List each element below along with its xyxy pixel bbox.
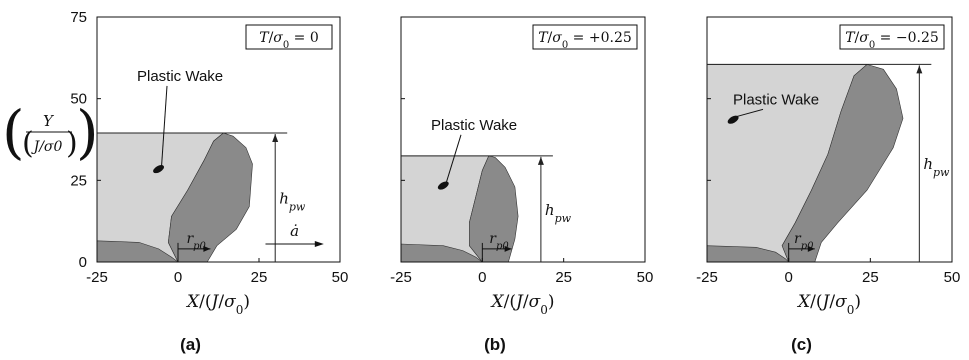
plastic-wake-marker — [153, 165, 164, 174]
active-plastic-zone — [468, 155, 519, 262]
crack-advance-label: ȧ — [290, 222, 299, 240]
x-tick-label: 50 — [637, 269, 654, 286]
panel-label: (c) — [791, 335, 812, 354]
legend-box — [245, 24, 333, 50]
rp0-arrowhead — [504, 245, 512, 252]
y-tick-label: 25 — [70, 172, 87, 189]
panel-regions — [97, 132, 253, 262]
x-axis-label: X/(J/σ0) — [490, 292, 555, 317]
plot-frame — [96, 16, 341, 263]
hpw-label: hpw — [279, 189, 306, 213]
y-tick-label: 0 — [79, 254, 87, 271]
legend-text: T/σ0 = 0 — [259, 30, 319, 51]
y-tick-label: 75 — [70, 9, 87, 26]
panel-label: (a) — [180, 335, 201, 354]
y-axis-denominator: J/σ0 — [31, 139, 63, 155]
hpw-arrowhead — [272, 133, 279, 142]
x-tick-label: 50 — [944, 269, 961, 286]
y-axis-denominator-close: ) — [66, 126, 78, 161]
active-plastic-zone — [781, 64, 904, 262]
x-tick-label: 0 — [478, 269, 486, 286]
plastic-wake-label: Plastic Wake — [137, 68, 223, 85]
plastic-wake-leader — [445, 134, 462, 183]
x-tick-label: 0 — [174, 269, 182, 286]
legend-text: T/σ0 = −0.25 — [845, 30, 939, 51]
rp0-label: rp0 — [186, 231, 206, 252]
hpw-label: hpw — [923, 155, 950, 179]
y-axis-denominator-open: ( — [22, 126, 34, 161]
rp0-label: rp0 — [489, 231, 509, 252]
plastic-wake-leader — [161, 85, 168, 167]
legend-box — [532, 24, 638, 50]
rp0-arrowhead — [807, 245, 815, 252]
y-axis-left-paren: ( — [2, 98, 25, 166]
x-tick-label: 25 — [251, 269, 268, 286]
x-tick-label: 25 — [862, 269, 879, 286]
panel-label: (b) — [484, 335, 506, 354]
plastic-wake-marker — [727, 115, 739, 124]
panel-c: -25 0 25 50 hpw rp0 T/σ0 = −0.25 Plastic Wake X/… — [696, 16, 961, 354]
y-axis-right-paren: ) — [76, 98, 99, 166]
crack-advance-arrowhead — [314, 241, 324, 248]
legend-text: T/σ0 = +0.25 — [538, 30, 632, 51]
rp0-label: rp0 — [794, 231, 814, 252]
plastic-wake-leader — [736, 108, 764, 118]
plastic-wake-label: Plastic Wake — [431, 117, 517, 134]
notch-plastic-zone — [401, 243, 483, 262]
x-tick-label: 0 — [784, 269, 792, 286]
hpw-arrowhead — [916, 65, 923, 74]
x-tick-label: 50 — [332, 269, 349, 286]
x-tick-label: -25 — [86, 269, 108, 286]
y-tick-label: 50 — [70, 91, 87, 108]
y-axis-label: ( Y ( J/σ0 ) ) — [2, 98, 99, 166]
panel-regions — [401, 155, 519, 262]
x-axis-label: X/(J/σ0) — [796, 292, 861, 317]
x-tick-label: 25 — [555, 269, 572, 286]
notch-plastic-zone — [707, 245, 790, 262]
x-axis-label: X/(J/σ0) — [185, 292, 250, 317]
legend-box — [839, 24, 945, 50]
x-tick-label: -25 — [390, 269, 412, 286]
notch-plastic-zone — [97, 240, 179, 262]
y-axis-numerator: Y — [43, 112, 55, 130]
hpw-label: hpw — [545, 201, 572, 225]
plastic-wake-label: Plastic Wake — [733, 91, 819, 108]
panel-b: -25 0 25 50 hpw rp0 T/σ0 = +0.25 Plastic Wake X/… — [390, 16, 654, 354]
plot-frame — [400, 16, 646, 263]
x-tick-label: -25 — [696, 269, 718, 286]
hpw-arrowhead — [537, 156, 544, 165]
plastic-wake-marker — [437, 181, 449, 190]
rp0-arrowhead — [203, 245, 211, 252]
plot-frame — [706, 16, 953, 263]
active-plastic-zone — [167, 132, 253, 262]
